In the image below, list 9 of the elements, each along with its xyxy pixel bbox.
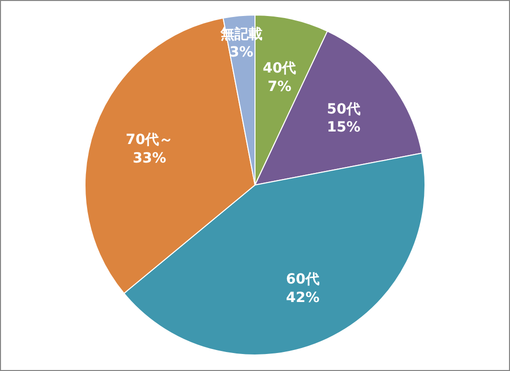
data-label: 3%	[230, 44, 254, 61]
slice-label: 50代	[326, 101, 360, 118]
data-label: 7%	[268, 78, 292, 95]
data-label: 33%	[132, 150, 166, 166]
data-label: 15%	[326, 120, 360, 136]
slice-label: 70代～	[126, 132, 174, 148]
slice-label: 40代	[262, 60, 296, 77]
data-label: 42%	[286, 290, 320, 306]
slice-label: 60代	[286, 272, 320, 288]
